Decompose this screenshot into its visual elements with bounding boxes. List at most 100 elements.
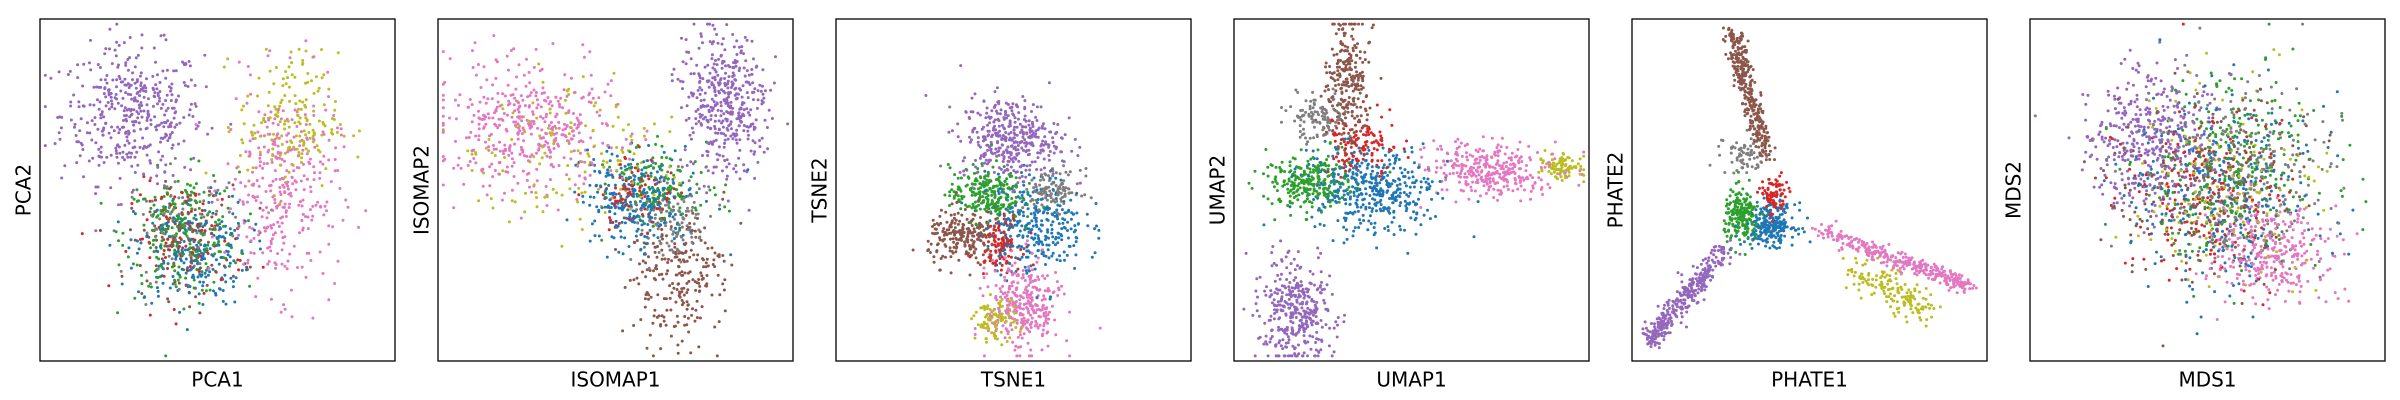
data-point bbox=[109, 153, 113, 157]
data-point bbox=[583, 190, 587, 194]
data-point bbox=[1060, 227, 1064, 231]
data-point bbox=[755, 106, 759, 110]
data-point bbox=[524, 191, 527, 195]
data-point bbox=[750, 72, 754, 76]
data-point bbox=[989, 249, 993, 253]
data-point bbox=[1010, 281, 1014, 285]
data-point bbox=[1055, 208, 1059, 212]
data-point bbox=[298, 99, 302, 103]
data-point bbox=[156, 102, 159, 106]
data-point bbox=[624, 179, 628, 183]
data-point bbox=[971, 110, 975, 114]
data-point bbox=[699, 271, 703, 275]
data-point bbox=[470, 152, 474, 156]
data-point bbox=[1037, 242, 1041, 246]
data-point bbox=[231, 234, 235, 238]
data-point bbox=[726, 64, 730, 67]
data-point bbox=[133, 171, 137, 174]
data-point bbox=[1014, 326, 1018, 329]
data-point bbox=[959, 233, 963, 237]
data-point bbox=[723, 48, 727, 52]
data-point bbox=[734, 78, 738, 82]
data-point bbox=[734, 86, 738, 90]
data-point bbox=[221, 215, 225, 219]
data-point bbox=[152, 46, 156, 50]
data-point bbox=[724, 134, 728, 137]
data-point bbox=[609, 218, 612, 222]
data-point bbox=[590, 87, 594, 91]
data-point bbox=[737, 156, 741, 160]
data-point bbox=[729, 122, 732, 126]
data-point bbox=[467, 136, 471, 139]
data-point bbox=[105, 155, 109, 159]
data-point bbox=[66, 73, 70, 76]
data-point bbox=[176, 247, 180, 251]
data-point bbox=[119, 80, 123, 84]
data-point bbox=[198, 311, 202, 315]
data-point bbox=[520, 119, 524, 123]
data-point bbox=[279, 151, 283, 155]
data-point bbox=[630, 171, 634, 174]
data-point bbox=[989, 115, 993, 119]
data-point bbox=[670, 158, 674, 162]
data-point bbox=[742, 129, 746, 133]
data-point bbox=[689, 351, 693, 355]
data-point bbox=[286, 187, 290, 191]
data-point bbox=[206, 273, 210, 277]
data-point bbox=[192, 253, 195, 257]
data-point bbox=[173, 125, 177, 129]
data-point bbox=[747, 73, 751, 77]
data-point bbox=[1054, 243, 1057, 247]
data-point bbox=[642, 205, 646, 208]
data-point bbox=[994, 284, 998, 287]
data-point bbox=[989, 314, 992, 318]
data-point bbox=[454, 139, 457, 143]
data-point bbox=[543, 151, 547, 155]
data-point bbox=[1046, 287, 1050, 290]
data-point bbox=[462, 182, 466, 186]
data-point bbox=[311, 316, 315, 320]
data-point bbox=[199, 243, 203, 247]
data-point bbox=[141, 136, 145, 140]
data-point bbox=[116, 125, 120, 129]
data-point bbox=[1026, 215, 1030, 219]
data-point bbox=[578, 217, 582, 221]
data-point bbox=[226, 162, 230, 166]
data-point bbox=[995, 86, 999, 90]
data-point bbox=[999, 295, 1002, 299]
data-point bbox=[156, 94, 160, 98]
data-point bbox=[492, 34, 496, 38]
data-point bbox=[142, 89, 146, 93]
data-point bbox=[746, 129, 750, 133]
data-point bbox=[282, 241, 286, 245]
data-point bbox=[233, 300, 237, 304]
data-point bbox=[189, 260, 193, 264]
data-point bbox=[235, 166, 239, 170]
data-point bbox=[448, 57, 452, 61]
data-point bbox=[535, 205, 539, 209]
data-point bbox=[123, 77, 127, 81]
data-point bbox=[332, 114, 336, 117]
data-point bbox=[294, 134, 298, 138]
data-point bbox=[1010, 249, 1014, 253]
data-point bbox=[268, 69, 272, 73]
data-point bbox=[99, 85, 103, 89]
data-point bbox=[735, 39, 739, 43]
data-point bbox=[230, 246, 233, 250]
data-point bbox=[1018, 176, 1022, 180]
data-point bbox=[208, 189, 211, 193]
data-point bbox=[514, 120, 518, 124]
data-point bbox=[955, 237, 959, 241]
data-point bbox=[627, 245, 631, 248]
data-point bbox=[89, 68, 93, 72]
data-point bbox=[299, 107, 303, 111]
data-point bbox=[92, 85, 96, 89]
data-point bbox=[625, 187, 629, 191]
data-point bbox=[596, 190, 600, 194]
data-point bbox=[561, 106, 565, 110]
data-point bbox=[690, 231, 693, 235]
data-point bbox=[156, 73, 159, 77]
data-point bbox=[1061, 221, 1065, 225]
data-point bbox=[1044, 310, 1048, 314]
data-point bbox=[692, 222, 696, 226]
